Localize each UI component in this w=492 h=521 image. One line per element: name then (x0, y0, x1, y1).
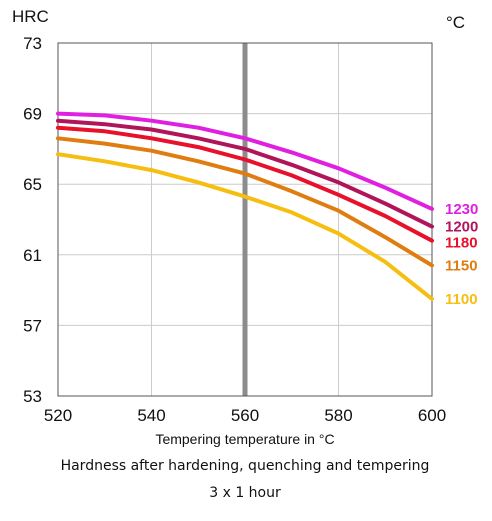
x-tick-labels: 520 540 560 580 600 (44, 406, 446, 425)
y-tick-65: 65 (23, 175, 42, 194)
series-line-1230 (56, 111, 434, 211)
series-label-1150: 1150 (445, 257, 478, 274)
series-line-1150 (56, 136, 434, 268)
y-tick-labels: 73 69 65 61 57 53 (23, 34, 42, 406)
x-tick-520: 520 (44, 406, 72, 425)
x-tick-540: 540 (137, 406, 165, 425)
y-tick-73: 73 (23, 34, 42, 53)
series-line-1180 (56, 125, 434, 243)
x-tick-580: 580 (324, 406, 352, 425)
series-unit-label: °C (446, 13, 465, 32)
series-label-1100: 1100 (445, 291, 478, 308)
x-tick-600: 600 (418, 406, 446, 425)
series-label-1180: 1180 (445, 235, 478, 252)
x-tick-560: 560 (231, 406, 259, 425)
y-tick-57: 57 (23, 316, 42, 335)
y-tick-69: 69 (23, 105, 42, 124)
series-lines (56, 111, 434, 301)
series-line-1200 (56, 118, 434, 229)
series-label-1200: 1200 (445, 219, 478, 236)
y-tick-53: 53 (23, 387, 42, 406)
y-unit-label: HRC (12, 7, 49, 26)
y-tick-61: 61 (23, 246, 42, 265)
caption-line-1: Hardness after hardening, quenching and … (61, 458, 430, 474)
series-line-1100 (56, 152, 434, 301)
x-axis-label: Tempering temperature in °C (155, 431, 334, 447)
series-label-1230: 1230 (445, 201, 478, 218)
caption-line-2: 3 x 1 hour (209, 485, 281, 501)
plot-frame (57, 42, 433, 397)
